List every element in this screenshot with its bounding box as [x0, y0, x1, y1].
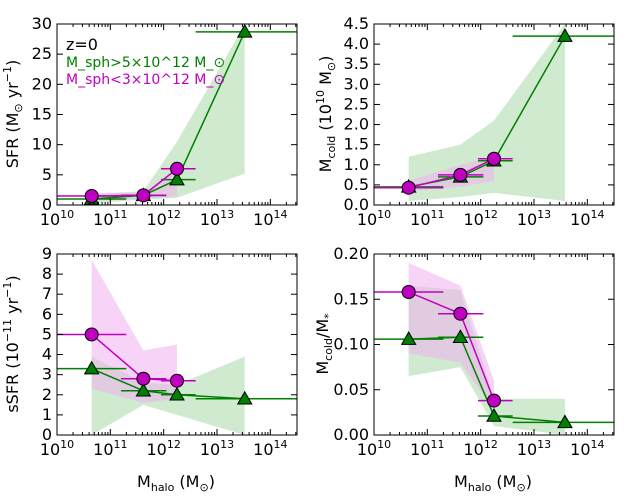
y-axis-label-ssfr: sSFR (10−11 yr−1)	[1, 275, 22, 412]
y-tick-label: 6	[42, 304, 52, 323]
green-scatter-band	[91, 24, 245, 204]
magenta-point	[170, 161, 184, 176]
y-tick-label: 0.5	[344, 175, 369, 194]
magenta-point	[487, 151, 501, 166]
x-tick-label: 1010	[357, 438, 391, 459]
green-point	[135, 382, 152, 397]
y-tick-label: 2	[42, 385, 52, 404]
x-axis-label-left: Mhalo (M⊙)	[137, 472, 215, 494]
y-tick-label: 0.0	[344, 195, 369, 214]
magenta-point	[136, 188, 151, 203]
magenta-scatter-band	[408, 263, 494, 410]
y-tick-label: 1	[42, 405, 52, 424]
y-axis-label-sfr: SFR (M⊙ yr−1)	[1, 60, 25, 168]
green-point	[169, 386, 185, 401]
magenta-scatter-band	[91, 260, 177, 403]
magenta-scatter-band	[91, 166, 177, 201]
magenta-point	[401, 285, 416, 300]
green-series-line	[408, 336, 566, 424]
y-tick-label: 1.0	[344, 155, 369, 174]
legend-green-label: M_sph>5×10^12 M_⊙	[66, 55, 225, 71]
magenta-point	[170, 373, 184, 388]
y-tick-label: 4.5	[344, 14, 369, 33]
y-tick-label: 3.5	[344, 54, 369, 73]
x-axis-label-right: Mhalo (M⊙)	[454, 472, 532, 494]
y-tick-label: 20	[32, 74, 52, 93]
green-series-line	[91, 31, 246, 200]
x-tick-label: 1011	[93, 208, 127, 229]
x-tick-label: 1012	[146, 208, 180, 229]
x-tick-label: 1014	[570, 208, 604, 229]
y-tick-label: 2.0	[344, 115, 369, 134]
green-point	[169, 171, 185, 186]
y-tick-label: 3.0	[344, 74, 369, 93]
magenta-point	[136, 371, 151, 386]
axes-frame	[56, 253, 298, 436]
x-tick-label: 1012	[146, 438, 180, 459]
y-tick-label: 10	[32, 135, 52, 154]
green-point	[452, 329, 469, 344]
x-tick-label: 1011	[410, 208, 444, 229]
magenta-point	[84, 188, 99, 203]
x-tick-label: 1010	[40, 438, 74, 459]
green-point	[557, 414, 573, 429]
y-tick-label: 0.00	[333, 425, 369, 444]
y-tick-label: 3	[42, 365, 52, 384]
y-axis-label-mcold: Mcold (1010 M⊙)	[314, 56, 338, 173]
x-tick-label: 1012	[463, 208, 497, 229]
legend-magenta-label: M_sph<3×10^12 M_⊙	[66, 72, 225, 88]
green-point	[236, 390, 253, 405]
y-tick-label: 0.15	[333, 289, 369, 308]
y-tick-label: 7	[42, 284, 52, 303]
y-tick-label: 30	[32, 14, 52, 33]
y-tick-label: 5	[42, 165, 52, 184]
x-tick-label: 1012	[463, 438, 497, 459]
y-tick-label: 9	[42, 244, 52, 263]
y-tick-label: 0.05	[333, 380, 369, 399]
green-point	[400, 331, 417, 345]
x-tick-label: 1013	[200, 438, 234, 459]
green-point	[557, 28, 573, 42]
redshift-annotation: z=0	[66, 35, 98, 54]
panel-ratio: 0.00 0.05 0.10 0.15 0.20 1010 1011 1012 1013 1014	[333, 244, 615, 459]
y-tick-label: 0	[42, 195, 52, 214]
x-tick-label: 1010	[357, 208, 391, 229]
y-tick-label: 0.10	[333, 335, 369, 354]
magenta-point	[453, 167, 468, 182]
x-tick-label: 1010	[40, 208, 74, 229]
panel-sfr: 0 5 10 15 20 25 30 1010 1011 1012 1013 1014	[32, 14, 298, 229]
y-tick-label: 15	[32, 105, 52, 124]
y-axis-label-ratio: Mcold/M*	[313, 313, 335, 375]
y-tick-label: 0	[42, 425, 52, 444]
y-tick-label: 5	[42, 324, 52, 343]
y-tick-label: 1.5	[344, 135, 369, 154]
x-tick-label: 1013	[200, 208, 234, 229]
panel-mcold: 0.00.51.01.52.0 2.53.03.54.04.5 1010 1011 10…	[344, 14, 615, 229]
x-tick-label: 1011	[410, 438, 444, 459]
green-point	[236, 23, 253, 38]
y-tick-label: 25	[32, 44, 52, 63]
y-tick-label: 4	[42, 345, 52, 364]
x-tick-label: 1014	[253, 208, 287, 229]
x-tick-label: 1011	[93, 438, 127, 459]
magenta-point	[84, 327, 99, 342]
y-tick-label: 2.5	[344, 94, 369, 113]
axes-frame	[373, 23, 615, 206]
green-series-line	[91, 367, 245, 400]
green-point	[486, 407, 502, 422]
x-tick-label: 1014	[570, 438, 604, 459]
magenta-point	[401, 180, 416, 195]
green-point	[83, 360, 100, 375]
x-tick-label: 1013	[517, 208, 551, 229]
green-scatter-band	[408, 24, 565, 201]
magenta-point	[453, 306, 468, 321]
y-tick-label: 4.0	[344, 34, 369, 53]
x-tick-label: 1013	[517, 438, 551, 459]
y-tick-label: 8	[42, 264, 52, 283]
magenta-point	[487, 393, 501, 408]
x-tick-label: 1014	[253, 438, 287, 459]
y-tick-label: 0.20	[333, 244, 369, 263]
